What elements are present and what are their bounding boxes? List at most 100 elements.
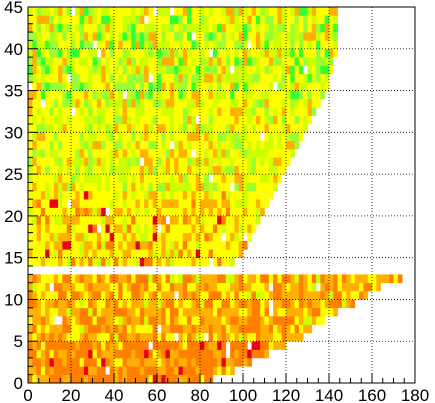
heatmap-cell	[83, 7, 89, 16]
heatmap-cell	[32, 23, 37, 33]
heatmap-cell	[255, 341, 261, 350]
heatmap-cell	[148, 299, 153, 309]
heatmap-cell	[281, 40, 287, 50]
heatmap-cell	[273, 182, 278, 192]
heatmap-cell	[307, 324, 313, 334]
heatmap-cell	[161, 23, 166, 33]
heatmap-cell	[83, 199, 89, 208]
heatmap-cell	[195, 23, 201, 33]
heatmap-cell	[303, 98, 308, 108]
heatmap-cell	[53, 182, 59, 192]
heatmap-cell	[174, 274, 179, 284]
heatmap-cell	[230, 357, 235, 367]
heatmap-cell	[139, 107, 145, 116]
heatmap-cell	[195, 98, 201, 108]
heatmap-cell	[36, 123, 42, 133]
heatmap-cell	[66, 374, 72, 384]
heatmap-cell	[152, 374, 158, 384]
heatmap-cell	[66, 341, 72, 350]
heatmap-cell	[36, 291, 42, 300]
heatmap-cell	[144, 132, 149, 141]
heatmap-cell	[114, 274, 119, 284]
heatmap-cell	[217, 199, 222, 208]
heatmap-cell	[268, 132, 274, 141]
heatmap-cell	[178, 291, 184, 300]
heatmap-cell	[255, 215, 261, 225]
heatmap-cell	[126, 165, 132, 175]
heatmap-cell	[182, 82, 188, 91]
heatmap-cell	[212, 341, 218, 350]
heatmap-cell	[191, 224, 196, 233]
heatmap-cell	[273, 57, 278, 66]
heatmap-cell	[307, 73, 313, 83]
heatmap-cell	[230, 199, 235, 208]
heatmap-cell	[152, 182, 158, 192]
heatmap-cell	[200, 132, 205, 141]
heatmap-cell	[144, 341, 149, 350]
heatmap-cell	[58, 82, 63, 91]
heatmap-cell	[118, 224, 123, 233]
heatmap-cell	[53, 107, 59, 116]
heatmap-cell	[53, 165, 59, 175]
heatmap-cell	[109, 357, 115, 367]
heatmap-cell	[139, 82, 145, 91]
heatmap-cell	[243, 199, 248, 208]
heatmap-cell	[230, 282, 235, 292]
heatmap-cell	[92, 240, 98, 250]
heatmap-cell	[255, 324, 261, 334]
heatmap-cell	[243, 174, 248, 183]
heatmap-cell	[135, 107, 141, 116]
heatmap-cell	[96, 307, 102, 317]
heatmap-cell	[36, 232, 42, 242]
heatmap-cell	[40, 224, 46, 233]
heatmap-cell	[83, 165, 89, 175]
heatmap-cell	[161, 240, 166, 250]
heatmap-cell	[71, 307, 76, 317]
heatmap-cell	[200, 324, 205, 334]
heatmap-cell	[75, 115, 80, 125]
heatmap-cell	[114, 257, 119, 267]
heatmap-cell	[135, 140, 141, 150]
heatmap-cell	[230, 57, 235, 66]
heatmap-cell	[230, 207, 235, 217]
heatmap-cell	[144, 82, 149, 91]
heatmap-cell	[96, 98, 102, 108]
heatmap-cell	[281, 15, 287, 25]
heatmap-cell	[83, 157, 89, 167]
heatmap-cell	[92, 107, 98, 116]
heatmap-cell	[238, 207, 244, 217]
heatmap-cell	[303, 291, 308, 300]
heatmap-cell	[122, 324, 128, 334]
heatmap-cell	[75, 90, 80, 100]
heatmap-cell	[92, 7, 98, 16]
heatmap-cell	[182, 57, 188, 66]
heatmap-cell	[40, 190, 46, 200]
heatmap-cell	[221, 174, 227, 183]
heatmap-cell	[230, 215, 235, 225]
heatmap-cell	[66, 232, 72, 242]
heatmap-cell	[191, 115, 196, 125]
heatmap-cell	[286, 40, 291, 50]
heatmap-cell	[230, 307, 235, 317]
heatmap-cell	[191, 90, 196, 100]
heatmap-cell	[96, 57, 102, 66]
heatmap-cell	[122, 57, 128, 66]
heatmap-cell	[329, 40, 334, 50]
heatmap-cell	[320, 57, 325, 66]
heatmap-cell	[268, 332, 274, 342]
heatmap-cell	[174, 65, 179, 75]
heatmap-cell	[131, 165, 136, 175]
heatmap-cell	[66, 274, 72, 284]
heatmap-cell	[161, 307, 166, 317]
heatmap-cell	[165, 366, 171, 375]
y-tick-label: 45	[4, 0, 23, 17]
heatmap-cell	[230, 366, 235, 375]
heatmap-cell	[36, 215, 42, 225]
heatmap-cell	[182, 15, 188, 25]
heatmap-cell	[152, 240, 158, 250]
y-tick-label: 30	[4, 123, 23, 142]
heatmap-cell	[316, 307, 321, 317]
heatmap-cell	[195, 40, 201, 50]
heatmap-cell	[157, 115, 162, 125]
heatmap-cell	[165, 48, 171, 58]
